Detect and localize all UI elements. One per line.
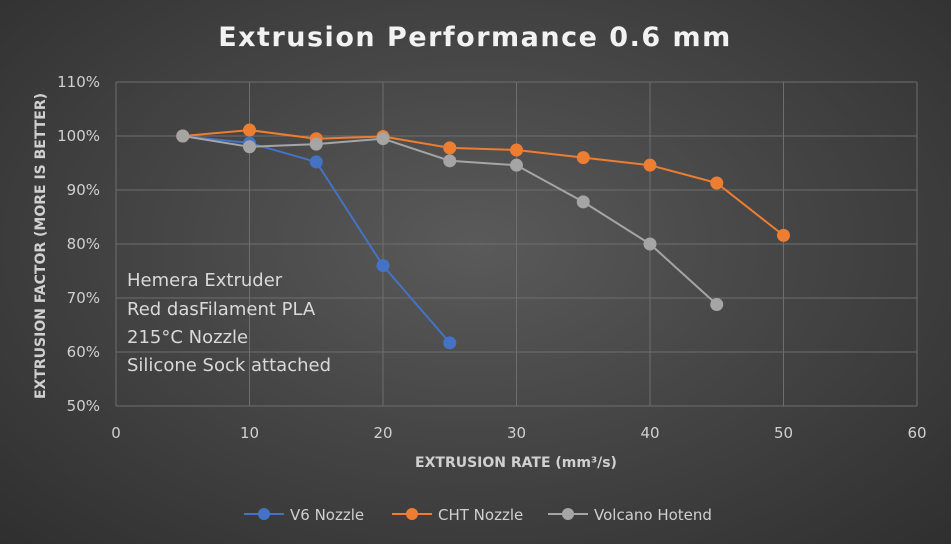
- y-tick-label: 80%: [67, 235, 100, 253]
- y-tick-label: 90%: [67, 181, 100, 199]
- data-point-volcano-hotend[interactable]: [243, 140, 256, 154]
- series-cht-nozzle: [176, 123, 790, 242]
- data-point-cht-nozzle[interactable]: [443, 141, 457, 155]
- data-point-cht-nozzle[interactable]: [777, 228, 790, 242]
- annotation-line-4: Silicone Sock attached: [127, 355, 331, 376]
- data-point-volcano-hotend[interactable]: [176, 129, 190, 143]
- data-point-volcano-hotend[interactable]: [510, 158, 523, 172]
- annotation-line-2: Red dasFilament PLA: [127, 299, 316, 320]
- data-point-volcano-hotend[interactable]: [309, 137, 323, 151]
- y-tick-label: 70%: [67, 289, 100, 307]
- x-tick-label: 10: [240, 424, 259, 442]
- legend-swatch-marker: [258, 508, 270, 520]
- data-point-cht-nozzle[interactable]: [643, 158, 657, 172]
- series-line-cht-nozzle: [182, 129, 785, 237]
- chart-title: Extrusion Performance 0.6 mm: [218, 22, 732, 53]
- series-volcano-hotend: [176, 129, 724, 311]
- data-point-cht-nozzle[interactable]: [710, 176, 724, 190]
- legend-label-v6-nozzle: V6 Nozzle: [290, 506, 364, 524]
- data-point-volcano-hotend[interactable]: [443, 154, 457, 168]
- x-tick-label: 20: [373, 424, 392, 442]
- legend-label-volcano-hotend: Volcano Hotend: [594, 506, 712, 524]
- x-axis-title: EXTRUSION RATE (mm³/s): [415, 455, 617, 471]
- data-point-cht-nozzle[interactable]: [243, 123, 256, 137]
- data-point-v6-nozzle[interactable]: [309, 155, 323, 169]
- legend: V6 Nozzle CHT Nozzle Volcano Hotend: [244, 506, 712, 524]
- data-point-volcano-hotend[interactable]: [643, 237, 657, 251]
- data-point-volcano-hotend[interactable]: [710, 297, 724, 311]
- data-point-cht-nozzle[interactable]: [576, 151, 590, 165]
- axis-ticks: 50% 60% 70% 80% 90% 100% 110% 0 10 20 30 40 50 60: [57, 73, 926, 442]
- x-tick-label: 50: [774, 424, 793, 442]
- legend-item-v6-nozzle[interactable]: V6 Nozzle: [244, 506, 364, 524]
- legend-swatch-marker: [562, 508, 574, 520]
- y-axis-title: EXTRUSION FACTOR (MORE IS BETTER): [33, 93, 49, 399]
- data-point-v6-nozzle[interactable]: [443, 336, 457, 350]
- y-tick-label: 60%: [67, 343, 100, 361]
- y-tick-label: 100%: [57, 127, 100, 145]
- data-point-volcano-hotend[interactable]: [376, 132, 390, 146]
- data-point-v6-nozzle[interactable]: [376, 259, 390, 273]
- y-tick-label: 50%: [67, 397, 100, 415]
- x-tick-label: 30: [507, 424, 526, 442]
- legend-swatch-marker: [406, 508, 418, 520]
- legend-item-cht-nozzle[interactable]: CHT Nozzle: [392, 506, 523, 524]
- legend-label-cht-nozzle: CHT Nozzle: [438, 506, 523, 524]
- y-tick-label: 110%: [57, 73, 100, 91]
- annotation-line-1: Hemera Extruder: [127, 270, 283, 291]
- annotation-line-3: 215°C Nozzle: [127, 327, 248, 348]
- x-tick-label: 60: [907, 424, 926, 442]
- data-point-cht-nozzle[interactable]: [510, 143, 523, 157]
- data-point-volcano-hotend[interactable]: [576, 195, 590, 209]
- data-series: [176, 123, 790, 350]
- annotation-text-box: Hemera Extruder Red dasFilament PLA 215°…: [127, 270, 331, 376]
- x-tick-label: 40: [640, 424, 659, 442]
- x-tick-label: 0: [111, 424, 121, 442]
- legend-item-volcano-hotend[interactable]: Volcano Hotend: [548, 506, 712, 524]
